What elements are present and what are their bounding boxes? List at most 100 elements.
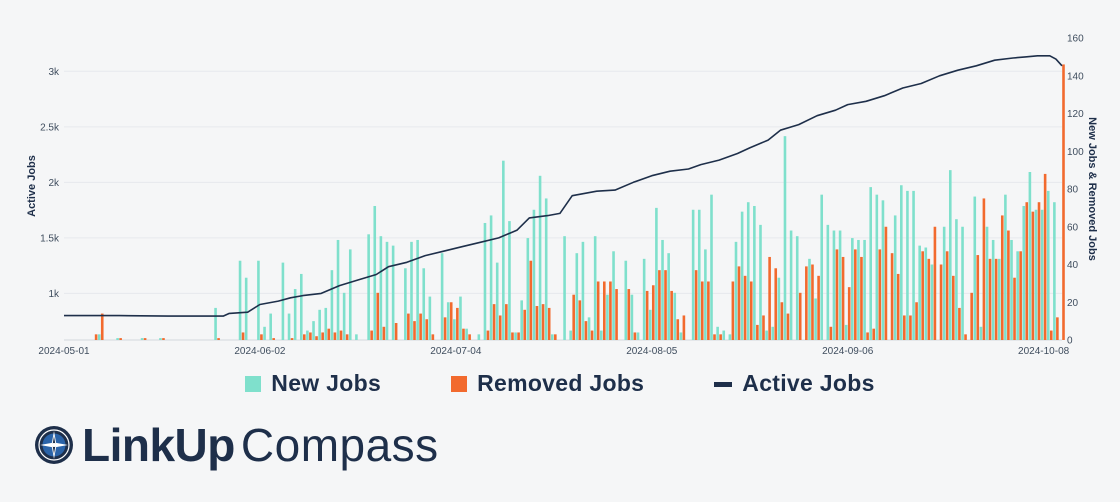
removed-jobs-bar <box>951 275 955 340</box>
new-jobs-bar <box>446 302 450 340</box>
removed-jobs-bar <box>492 304 496 340</box>
removed-jobs-bar <box>854 249 857 340</box>
removed-jobs-bar <box>664 270 667 340</box>
removed-jobs-bar <box>811 264 814 340</box>
removed-jobs-bar <box>988 258 992 340</box>
removed-jobs-bar <box>780 302 784 340</box>
removed-jobs-bar <box>872 328 875 340</box>
removed-jobs-bar <box>143 338 147 340</box>
new-jobs-bar <box>673 292 677 340</box>
new-jobs-bar <box>832 230 836 340</box>
new-jobs-bar <box>348 249 352 340</box>
new-jobs-bar <box>808 258 811 340</box>
removed-jobs-bar <box>602 281 606 340</box>
removed-jobs-bar <box>1037 202 1041 340</box>
new-jobs-bar <box>342 292 346 340</box>
new-jobs-bar <box>728 334 732 340</box>
new-jobs-bar <box>924 247 928 340</box>
removed-jobs-bar <box>743 275 747 340</box>
removed-jobs-bar <box>768 256 771 340</box>
removed-jobs-bar <box>1019 251 1022 340</box>
removed-jobs-bar <box>431 334 435 340</box>
removed-jobs-bar <box>651 285 655 340</box>
removed-jobs-bar <box>1025 202 1029 340</box>
new-jobs-bar <box>997 258 1001 340</box>
new-jobs-bars <box>97 136 1056 340</box>
removed-jobs-bar <box>486 330 490 340</box>
removed-jobs-bar <box>517 332 520 340</box>
removed-jobs-bar <box>456 307 459 340</box>
new-jobs-bar <box>116 338 119 340</box>
new-jobs-bar <box>716 326 719 340</box>
removed-jobs-bar <box>260 334 263 340</box>
new-jobs-bar <box>312 321 315 340</box>
y-right-tick-label: 160 <box>1067 34 1084 45</box>
removed-jobs-bar <box>302 334 306 340</box>
removed-jobs-bar <box>762 315 765 340</box>
new-jobs-bar <box>1046 190 1050 340</box>
removed-jobs-bar <box>327 328 331 340</box>
new-jobs-bar <box>1040 209 1044 340</box>
new-jobs-bar <box>1010 239 1013 340</box>
new-jobs-bar <box>318 309 321 340</box>
new-jobs-bar <box>948 170 952 340</box>
removed-jobs-bar <box>321 332 324 340</box>
new-jobs-bar <box>642 258 646 340</box>
new-jobs-bar <box>906 190 909 340</box>
removed-jobs-bar <box>511 332 514 340</box>
new-jobs-bar <box>771 326 775 340</box>
new-jobs-bar <box>587 317 591 340</box>
removed-jobs-bar <box>774 268 778 340</box>
removed-jobs-bar <box>976 255 980 340</box>
new-jobs-bar <box>759 224 762 340</box>
new-jobs-bar <box>985 226 989 340</box>
removed-jobs-bar <box>805 266 808 340</box>
new-jobs-bar <box>630 294 634 340</box>
removed-jobs-bar <box>407 313 410 340</box>
x-tick-label: 2024-06-02 <box>234 346 286 357</box>
removed-jobs-bar <box>896 273 900 340</box>
removed-jobs-bar <box>1013 277 1016 340</box>
x-tick-label: 2024-07-04 <box>430 346 482 357</box>
legend-item-new-jobs[interactable]: New Jobs <box>245 370 381 397</box>
removed-jobs-bar <box>798 292 802 340</box>
new-jobs-bar <box>606 294 609 340</box>
new-jobs-bar <box>293 289 297 340</box>
removed-jobs-bar <box>841 256 845 340</box>
removed-jobs-bar <box>615 289 618 340</box>
new-jobs-bar <box>299 273 303 340</box>
new-jobs-bar <box>918 245 921 340</box>
new-jobs-bar <box>789 230 793 340</box>
new-jobs-bar <box>893 215 897 340</box>
new-jobs-bar <box>844 324 848 340</box>
removed-jobs-bar <box>982 198 986 340</box>
removed-jobs-bar <box>309 332 312 340</box>
new-jobs-bar <box>814 298 817 340</box>
removed-jobs-bar <box>425 319 429 340</box>
new-jobs-bar <box>422 268 426 340</box>
new-jobs-bar <box>746 202 750 340</box>
new-jobs-bar <box>881 200 885 340</box>
new-jobs-bar <box>667 253 670 340</box>
legend-item-active-jobs[interactable]: Active Jobs <box>714 370 874 397</box>
removed-jobs-bar <box>382 326 386 340</box>
new-jobs-bar <box>287 313 291 340</box>
legend-item-removed-jobs[interactable]: Removed Jobs <box>451 370 644 397</box>
compass-icon <box>35 426 73 464</box>
new-jobs-bar <box>502 160 505 340</box>
new-jobs-bar <box>391 245 395 340</box>
new-jobs-bar <box>373 205 377 340</box>
y-right-tick-label: 80 <box>1067 185 1079 196</box>
new-jobs-bar <box>367 234 370 340</box>
new-jobs-bar <box>269 313 272 340</box>
new-jobs-bar <box>697 209 701 340</box>
removed-jobs-bar <box>290 338 294 340</box>
removed-jobs-bar <box>1062 64 1065 341</box>
removed-jobs-bar <box>100 313 104 340</box>
new-jobs-bar <box>740 211 744 340</box>
new-jobs-bar <box>900 185 903 340</box>
removed-jobs-bar <box>609 281 612 340</box>
new-jobs-bar <box>593 236 597 340</box>
removed-jobs-bar <box>419 313 422 340</box>
removed-jobs-bar <box>682 315 686 340</box>
